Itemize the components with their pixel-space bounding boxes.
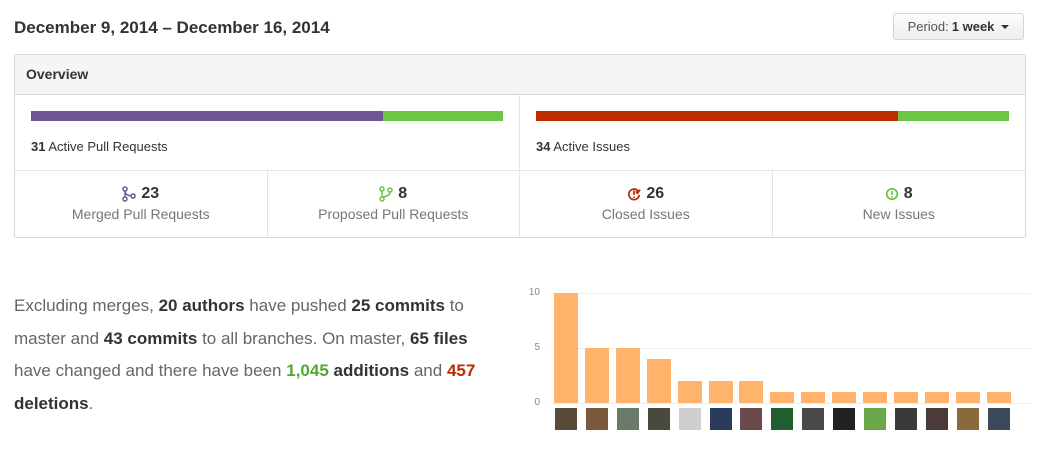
pull-requests-summary[interactable]: 31 Active Pull Requests (15, 95, 520, 170)
git-merge-icon (122, 186, 137, 202)
author-avatar[interactable] (833, 408, 856, 430)
proposed-pull-requests-value: 8 (398, 185, 408, 202)
chart-bar[interactable] (615, 348, 640, 403)
proposed-pull-requests-label: Proposed Pull Requests (318, 206, 469, 222)
chart-bar[interactable] (863, 392, 887, 403)
author-avatar[interactable] (802, 408, 825, 430)
master-commits-count: 25 commits (351, 296, 445, 315)
deletions-count: 457 (446, 361, 476, 380)
chart-bar[interactable] (584, 348, 609, 403)
chart-bar[interactable] (801, 392, 826, 403)
git-pull-request-icon (379, 186, 394, 202)
author-avatar[interactable] (616, 408, 639, 430)
files-changed-count: 65 files (409, 328, 468, 348)
chart-gridline (550, 403, 1030, 404)
chart-bar[interactable] (677, 381, 702, 403)
merged-pull-requests-label: Merged Pull Requests (71, 206, 210, 222)
active-issues-label: Active Issues (553, 139, 630, 154)
issue-opened-icon (885, 187, 898, 201)
y-tick-label: 10 (528, 287, 540, 298)
summary-text-6: and (413, 361, 443, 380)
proposed-segment (382, 111, 503, 121)
chart-bar[interactable] (770, 392, 795, 403)
new-issues-stat[interactable]: 8 New Issues (773, 171, 1026, 237)
chart-bar[interactable] (554, 293, 578, 403)
chart-bar[interactable] (832, 392, 857, 403)
all-branches-commits-count: 43 commits (103, 328, 198, 348)
summary-text-7: . (88, 393, 94, 413)
author-avatar[interactable] (864, 408, 886, 430)
chart-bar[interactable] (986, 392, 1011, 403)
author-avatar[interactable] (647, 408, 670, 430)
chart-bar[interactable] (955, 392, 980, 403)
proposed-pull-requests-stat[interactable]: 8 Proposed Pull Requests (268, 171, 520, 237)
author-avatar[interactable] (771, 408, 794, 430)
deletions-label: deletions (14, 393, 89, 413)
author-avatar[interactable] (740, 408, 763, 430)
period-label: Period: (907, 19, 949, 34)
author-avatar[interactable] (894, 408, 917, 430)
pull-requests-bar (31, 111, 503, 121)
merged-pull-requests-stat[interactable]: 23 Merged Pull Requests (15, 171, 268, 237)
author-avatar[interactable] (987, 408, 1010, 430)
new-issues-label: New Issues (862, 206, 935, 222)
chart-gridline (550, 348, 1030, 349)
overview-panel: Overview 31 Active Pull Requests 34 Acti… (14, 54, 1026, 238)
closed-issues-label: Closed Issues (601, 206, 690, 222)
authors-count: 20 authors (158, 296, 245, 315)
closed-issues-stat[interactable]: 26 Closed Issues (520, 171, 773, 237)
closed-segment (536, 111, 898, 121)
chevron-down-icon (1001, 24, 1010, 29)
commit-summary: Excluding merges, 20 authors have pushed… (14, 290, 504, 420)
chart-gridline (550, 293, 1030, 294)
chart-bar[interactable] (893, 392, 918, 403)
issues-summary[interactable]: 34 Active Issues (520, 95, 1025, 170)
summary-text-5: have changed and there have been (14, 361, 282, 380)
summary-text-3: to master and (14, 296, 464, 348)
summary-text-2: have pushed (249, 296, 347, 315)
chart-bar[interactable] (924, 392, 949, 403)
active-pull-requests-label: Active Pull Requests (48, 139, 168, 154)
active-pull-requests-count: 31 (31, 139, 46, 154)
chart-bar[interactable] (708, 381, 733, 403)
active-issues-count: 34 (536, 139, 551, 154)
author-avatar[interactable] (956, 408, 979, 430)
author-avatar[interactable] (555, 408, 577, 430)
overview-title: Overview (15, 55, 1025, 95)
closed-issues-value: 26 (646, 185, 665, 202)
additions-label: additions (333, 361, 410, 380)
merged-pull-requests-value: 23 (141, 185, 160, 202)
author-avatar[interactable] (925, 408, 948, 430)
summary-text-1: Excluding merges, (14, 296, 154, 315)
merged-segment (31, 111, 383, 121)
additions-count: 1,045 (286, 361, 329, 380)
new-segment (897, 111, 1009, 121)
period-value: 1 week (951, 19, 995, 34)
new-issues-value: 8 (903, 185, 913, 202)
author-avatar[interactable] (678, 408, 701, 430)
commits-per-author-chart: 10 5 0 (520, 280, 1030, 440)
page-title: December 9, 2014 – December 16, 2014 (14, 18, 330, 37)
issues-bar (536, 111, 1009, 121)
issue-closed-icon (628, 188, 642, 201)
chart-bar[interactable] (739, 381, 764, 403)
y-tick-label: 0 (534, 397, 540, 408)
chart-bar[interactable] (646, 359, 671, 403)
summary-text-4: to all branches. On master, (202, 328, 406, 348)
y-tick-label: 5 (534, 342, 540, 353)
author-avatar[interactable] (709, 408, 732, 430)
period-dropdown-button[interactable]: Period: 1 week (893, 13, 1024, 40)
author-avatar[interactable] (585, 408, 608, 430)
